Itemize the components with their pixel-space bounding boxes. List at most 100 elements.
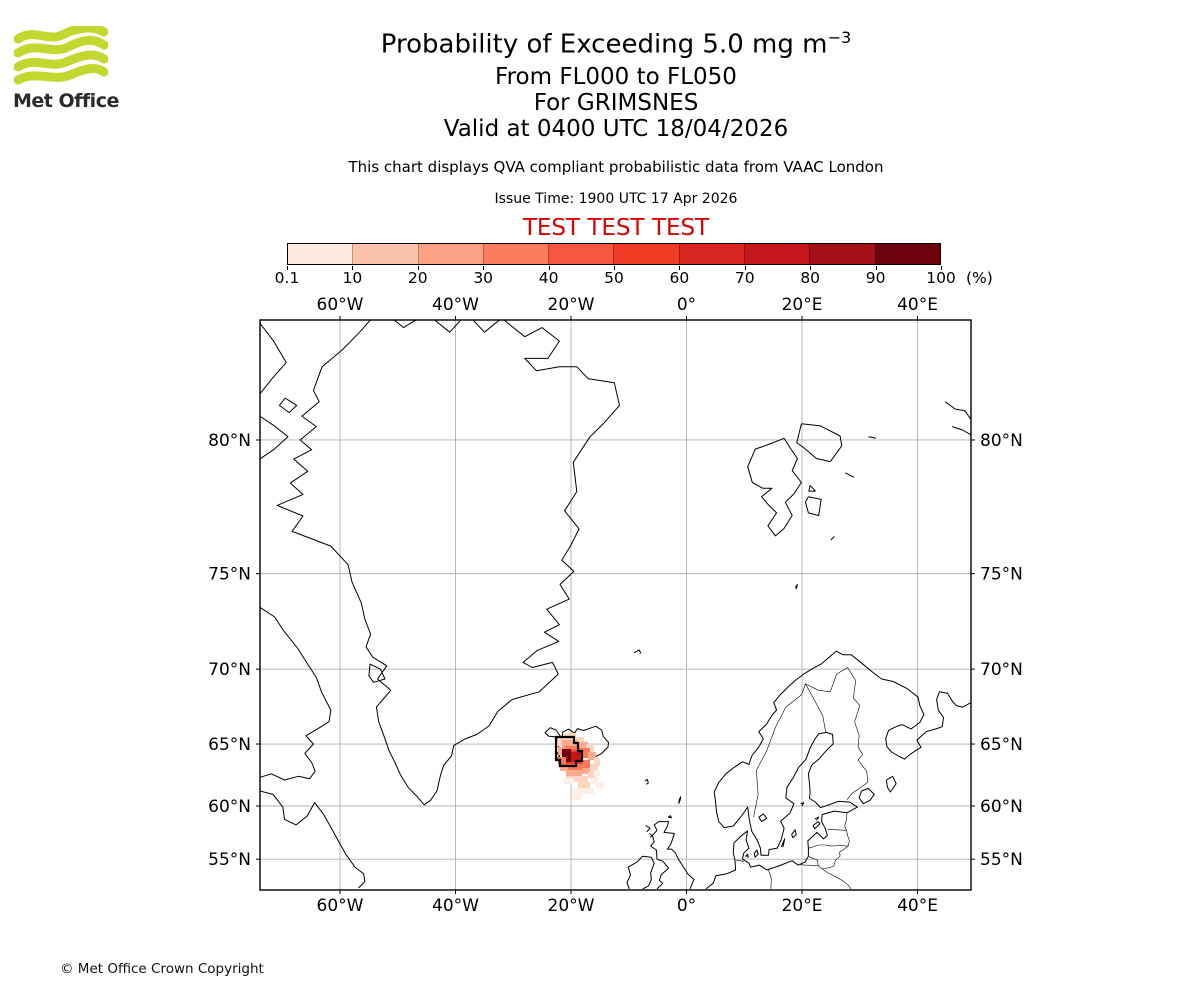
coastline bbox=[260, 415, 289, 460]
country-border bbox=[808, 844, 849, 849]
coastline bbox=[808, 485, 816, 492]
coastline bbox=[626, 855, 655, 890]
map-ocean-background bbox=[260, 320, 971, 890]
met-office-logo bbox=[14, 26, 108, 85]
colorbar-segment-4 bbox=[482, 244, 549, 264]
country-border bbox=[846, 680, 869, 800]
coastline bbox=[885, 775, 897, 793]
colorbar-segment-7 bbox=[678, 244, 745, 264]
x-axis-label-top: 20°W bbox=[548, 295, 595, 315]
probability-cell bbox=[570, 752, 582, 762]
probability-cell bbox=[588, 752, 596, 760]
colorbar-tick-label: 100 bbox=[926, 269, 956, 287]
y-axis-label-right: 70°N bbox=[980, 660, 1023, 680]
map-content bbox=[260, 320, 971, 890]
probability-cell bbox=[562, 749, 571, 762]
country-border bbox=[822, 868, 852, 890]
coastline bbox=[645, 825, 651, 833]
subtitle-flight-levels: From FL000 to FL050 bbox=[495, 64, 737, 90]
y-axis-label-right: 65°N bbox=[980, 735, 1023, 755]
country-border bbox=[846, 830, 850, 847]
logo-wave-3 bbox=[14, 50, 108, 72]
country-border bbox=[805, 683, 826, 733]
x-axis-label-top: 60°W bbox=[317, 295, 364, 315]
colorbar-tick-label: 60 bbox=[669, 269, 690, 287]
country-border bbox=[808, 845, 849, 870]
colorbar-tick-label: 50 bbox=[604, 269, 624, 287]
coastline bbox=[830, 536, 835, 541]
probability-cell bbox=[588, 772, 596, 778]
colorbar-tick-label: 10 bbox=[342, 269, 363, 287]
probability-cell bbox=[584, 788, 594, 794]
colorbar-tick-label: 70 bbox=[734, 269, 755, 287]
colorbar-tick-label: 40 bbox=[538, 269, 559, 287]
country-border bbox=[805, 667, 856, 693]
coastline bbox=[260, 790, 366, 889]
coastline bbox=[649, 833, 653, 838]
x-axis-label-bottom: 40°W bbox=[432, 896, 479, 916]
colorbar-tick bbox=[810, 266, 812, 270]
colorbar-segment-10 bbox=[874, 244, 940, 264]
x-axis-label-bottom: 20°W bbox=[548, 896, 595, 916]
coastline bbox=[814, 816, 820, 821]
probability-cell bbox=[562, 740, 578, 748]
x-axis-label-top: 20°E bbox=[782, 295, 823, 315]
probability-cell bbox=[578, 742, 588, 750]
coastline bbox=[952, 426, 971, 436]
probability-cell bbox=[578, 748, 590, 758]
colorbar-segment-1 bbox=[288, 244, 353, 264]
logo-wave-2 bbox=[14, 35, 108, 58]
x-axis-label-bottom: 40°E bbox=[897, 896, 938, 916]
probability-cell bbox=[576, 737, 584, 744]
probability-cell bbox=[582, 768, 590, 774]
coastline bbox=[944, 401, 971, 420]
country-border bbox=[799, 864, 819, 866]
coastline bbox=[705, 650, 971, 890]
coastline bbox=[753, 849, 759, 858]
probability-cell bbox=[594, 758, 600, 766]
colorbar-tick-label: 80 bbox=[800, 269, 821, 287]
probability-cell bbox=[560, 765, 568, 771]
colorbar-tick bbox=[352, 266, 354, 270]
subtitle-valid-time: Valid at 0400 UTC 18/04/2026 bbox=[443, 116, 789, 142]
y-axis-label-left: 75°N bbox=[208, 565, 251, 585]
probability-cell bbox=[566, 770, 582, 776]
probability-cell bbox=[558, 757, 566, 765]
colorbar-tick-label: 30 bbox=[473, 269, 494, 287]
coastline bbox=[633, 649, 642, 654]
colorbar-tick bbox=[679, 266, 681, 270]
colorbar-tick bbox=[744, 266, 746, 270]
subtitle-volcano: For GRIMSNES bbox=[533, 90, 699, 116]
colorbar-tick bbox=[483, 266, 485, 270]
coastline bbox=[644, 778, 649, 785]
logo-wordmark: Met Office bbox=[13, 90, 119, 112]
probability-cell bbox=[582, 760, 590, 768]
colorbar-tick-label: 0.1 bbox=[274, 269, 300, 287]
colorbar-tick bbox=[287, 266, 288, 270]
colorbar-tick bbox=[941, 266, 942, 270]
colorbar-tick bbox=[548, 266, 550, 270]
probability-cell bbox=[572, 794, 582, 800]
x-axis-label-top: 40°E bbox=[897, 295, 938, 315]
country-border bbox=[768, 869, 772, 889]
y-axis-label-left: 60°N bbox=[208, 797, 251, 817]
country-border bbox=[827, 828, 847, 831]
colorbar-segment-3 bbox=[417, 244, 483, 264]
copyright-notice: © Met Office Crown Copyright bbox=[60, 961, 264, 977]
colorbar-segment-8 bbox=[744, 244, 810, 264]
probability-contour bbox=[554, 735, 584, 768]
y-axis-label-right: 60°N bbox=[980, 797, 1023, 817]
y-axis-label-right: 55°N bbox=[980, 850, 1023, 870]
coastline bbox=[260, 322, 287, 395]
coastline bbox=[260, 606, 332, 781]
probability-cell bbox=[564, 778, 574, 784]
probability-cell bbox=[596, 782, 604, 788]
map-frame bbox=[259, 319, 972, 891]
probability-cell bbox=[574, 776, 588, 782]
y-axis-label-left: 80°N bbox=[208, 431, 251, 451]
coastline bbox=[805, 496, 822, 516]
logo-wave-1 bbox=[14, 26, 108, 44]
coastline bbox=[650, 821, 695, 890]
coastline bbox=[278, 397, 298, 414]
x-axis-label-top: 40°W bbox=[432, 295, 479, 315]
